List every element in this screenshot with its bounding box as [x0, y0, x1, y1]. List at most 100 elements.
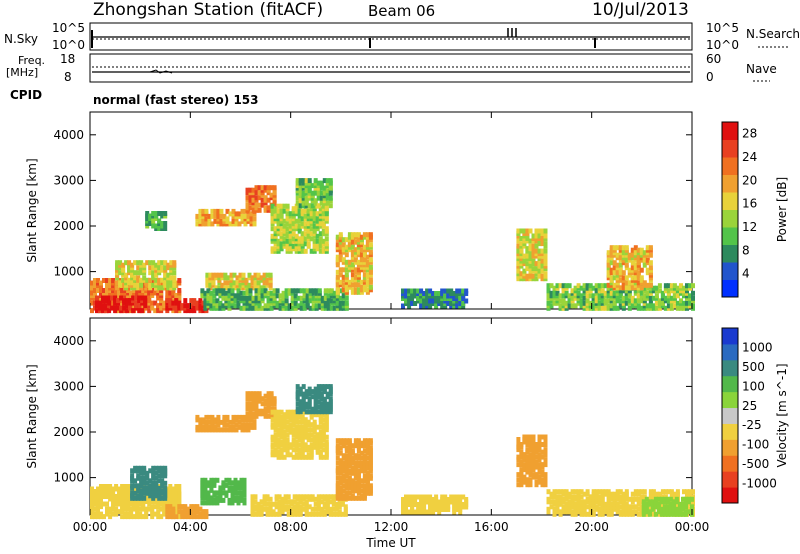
echo-cell-1-11	[528, 452, 533, 458]
echo-cell-0-8	[321, 203, 326, 209]
echo-cell-0-14	[669, 295, 674, 301]
echo-cell-1-12	[630, 509, 635, 515]
echo-cell-0-10	[257, 288, 262, 294]
echo-cell-0-9	[295, 195, 300, 201]
echo-cell-1-12	[585, 504, 590, 510]
echo-cell-1-12	[615, 494, 620, 500]
echo-cell-1-6	[321, 422, 326, 428]
echo-cell-0-14	[564, 283, 569, 289]
echo-cell-0-13	[534, 261, 539, 267]
echo-cell-0-0	[99, 285, 103, 291]
echo-cell-1-0	[174, 491, 179, 497]
echo-cell-1-1	[160, 495, 165, 501]
echo-cell-1-6	[282, 454, 287, 460]
echo-cell-1-0	[132, 504, 137, 510]
echo-cell-0-9	[322, 188, 327, 194]
echo-cell-1-11	[525, 454, 530, 460]
echo-cell-1-5	[245, 391, 250, 397]
nave-tick-high: 60	[706, 52, 722, 66]
echo-cell-1-1	[133, 465, 138, 471]
echo-cell-1-8	[268, 496, 273, 502]
echo-cell-0-14	[672, 283, 677, 289]
echo-cell-0-4	[163, 211, 168, 216]
echo-cell-1-9	[368, 445, 373, 451]
echo-cell-0-8	[318, 236, 323, 242]
echo-cell-1-9	[365, 470, 370, 476]
colorbar-tick-label: 100	[742, 379, 765, 393]
echo-cell-1-6	[288, 452, 293, 458]
echo-cell-1-1	[142, 465, 147, 471]
echo-cell-1-3	[233, 477, 238, 483]
echo-cell-1-12	[561, 489, 566, 495]
echo-cell-0-7	[254, 205, 259, 211]
echo-cell-1-12	[615, 489, 620, 495]
echo-cell-0-15	[615, 252, 620, 258]
echo-cell-0-14	[567, 293, 572, 299]
echo-cell-1-0	[111, 504, 116, 510]
echo-cell-1-12	[630, 496, 635, 502]
echo-cell-0-15	[648, 252, 653, 258]
echo-cell-0-11	[353, 267, 358, 273]
echo-cell-1-5	[251, 391, 256, 397]
echo-cell-0-14	[615, 288, 620, 294]
echo-cell-0-1	[143, 298, 148, 304]
echo-cell-1-12	[561, 496, 566, 502]
echo-cell-0-9	[328, 178, 333, 184]
echo-cell-0-15	[642, 250, 647, 256]
echo-cell-1-9	[335, 443, 340, 449]
echo-cell-0-15	[627, 252, 632, 258]
y-tick-label: 4000	[53, 334, 84, 348]
echo-cell-1-6	[309, 442, 314, 448]
echo-cell-1-7	[325, 401, 330, 407]
echo-cell-1-2	[183, 504, 188, 510]
echo-cell-1-11	[540, 462, 545, 468]
echo-cell-0-3	[148, 270, 153, 276]
echo-cell-0-8	[318, 206, 323, 212]
echo-cell-1-10	[446, 497, 451, 502]
colorbar-tick-label: -100	[742, 438, 769, 452]
echo-cell-1-0	[120, 484, 125, 489]
echo-cell-0-3	[148, 260, 153, 266]
echo-cell-1-8	[307, 494, 312, 500]
echo-cell-1-3	[215, 477, 220, 483]
echo-cell-0-0	[156, 303, 161, 309]
echo-cell-1-9	[353, 495, 358, 501]
echo-cell-1-8	[322, 509, 327, 515]
echo-cell-0-13	[537, 261, 542, 267]
echo-cell-0-15	[624, 280, 629, 286]
echo-cell-1-6	[288, 442, 293, 448]
echo-cell-0-8	[324, 241, 329, 247]
echo-cell-0-12	[425, 296, 430, 301]
echo-cell-1-5	[272, 396, 277, 402]
echo-cell-1-4	[207, 414, 212, 420]
echo-cell-0-11	[362, 284, 367, 290]
echo-cell-0-8	[285, 231, 290, 237]
echo-cell-1-11	[525, 447, 530, 453]
echo-cell-1-8	[268, 501, 273, 507]
echo-cell-0-8	[324, 203, 329, 209]
echo-cell-0-12	[446, 288, 451, 294]
echo-cell-0-8	[315, 211, 320, 217]
echo-cell-0-14	[627, 305, 632, 311]
echo-cell-0-12	[440, 288, 445, 294]
echo-cell-1-3	[230, 480, 235, 486]
echo-cell-1-6	[312, 439, 317, 445]
echo-cell-1-9	[359, 483, 364, 489]
echo-cell-1-4	[219, 419, 224, 425]
echo-cell-1-11	[543, 434, 548, 440]
echo-cell-0-14	[579, 298, 584, 304]
echo-cell-0-12	[464, 298, 469, 304]
echo-cell-0-13	[534, 243, 539, 249]
colorbar-swatch	[722, 262, 738, 280]
echo-cell-1-7	[307, 409, 312, 415]
echo-cell-0-11	[368, 277, 373, 283]
echo-cell-1-12	[600, 489, 605, 495]
echo-cell-0-0	[165, 288, 170, 293]
echo-cell-1-13	[653, 511, 658, 517]
echo-cell-1-0	[141, 504, 146, 510]
echo-cell-1-6	[306, 444, 311, 450]
echo-cell-1-6	[276, 427, 281, 433]
echo-cell-1-1	[151, 480, 156, 486]
echo-cell-0-14	[651, 285, 656, 291]
echo-cell-0-6	[252, 221, 257, 227]
